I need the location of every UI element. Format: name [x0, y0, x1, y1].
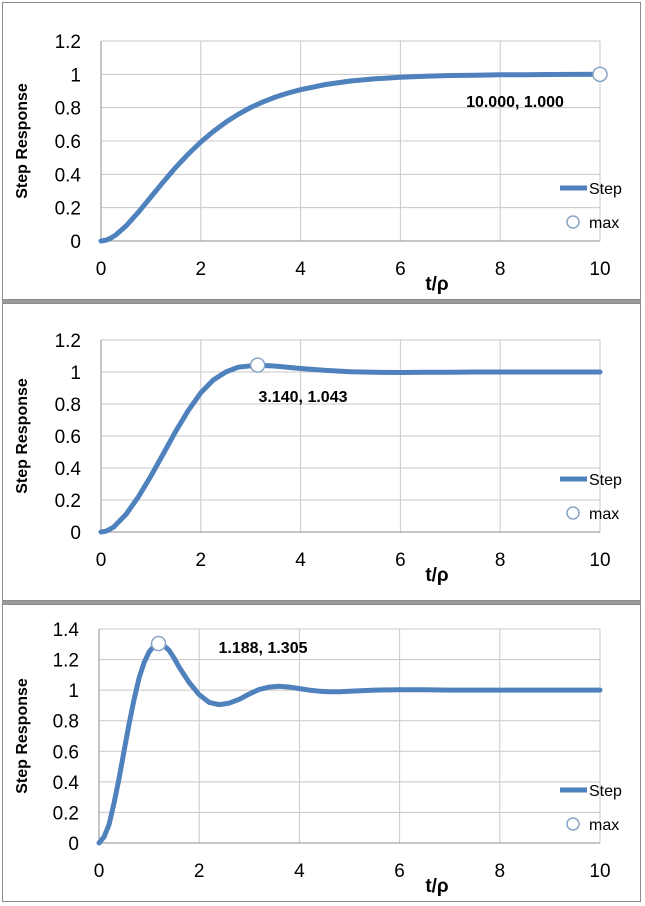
y-tick-label: 0.2 [55, 491, 81, 512]
max-data-label: 3.140, 1.043 [259, 389, 348, 406]
y-tick-label: 0.6 [55, 132, 81, 153]
y-tick-label: 0.4 [53, 773, 80, 794]
y-tick-label: 0.8 [55, 99, 81, 120]
x-tick-label: 4 [294, 861, 305, 882]
y-axis-title: Step Response [14, 678, 31, 794]
x-axis-title: t/ρ [425, 876, 449, 897]
x-tick-label: 10 [589, 550, 610, 571]
x-tick-label: 2 [196, 259, 207, 280]
panel-divider [2, 300, 641, 303]
chart-panel-3: 0 0.2 0.4 0.6 0.8 1 1.2 1.4 0 2 4 6 8 10 Step Response… [2, 604, 641, 902]
y-tick-label: 0 [70, 523, 81, 544]
x-tick-label: 8 [495, 259, 506, 280]
x-tick-label: 0 [94, 861, 105, 882]
step-series-line [98, 362, 603, 535]
max-marker [150, 635, 167, 652]
legend-step-label: Step [589, 783, 622, 800]
x-tick-label: 10 [589, 259, 610, 280]
max-data-label: 10.000, 1.000 [466, 94, 564, 111]
x-axis-title: t/ρ [425, 274, 449, 295]
legend-max-marker [566, 506, 580, 520]
y-tick-label: 0 [70, 232, 81, 253]
y-tick-label: 1 [68, 681, 79, 702]
y-tick-label: 1.2 [55, 331, 81, 352]
max-marker [592, 66, 608, 83]
x-tick-label: 6 [395, 259, 406, 280]
legend-max-marker [566, 215, 580, 229]
x-axis-title: t/ρ [425, 565, 449, 586]
y-tick-label: 0.4 [55, 165, 82, 186]
x-tick-label: 2 [196, 550, 207, 571]
legend-max-label: max [589, 817, 619, 834]
x-tick-label: 10 [589, 861, 610, 882]
legend-max-label: max [589, 506, 619, 523]
y-tick-label: 0.6 [53, 742, 79, 763]
legend-step-label: Step [589, 472, 622, 489]
y-axis-title: Step Response [14, 83, 31, 199]
x-tick-label: 6 [394, 861, 405, 882]
x-tick-label: 6 [395, 550, 406, 571]
x-tick-label: 4 [295, 259, 306, 280]
y-tick-label: 0.2 [53, 803, 79, 824]
y-tick-label: 1.2 [53, 651, 79, 672]
legend-max-label: max [589, 215, 619, 232]
step-series-line [98, 71, 603, 244]
chart-panel-1: 0 0.2 0.4 0.6 0.8 1 1.2 0 2 4 6 8 10 Step Response t/ρ… [2, 2, 641, 300]
legend-max-marker [566, 817, 580, 831]
y-tick-label: 0.6 [55, 427, 81, 448]
y-tick-label: 0.4 [55, 459, 82, 480]
step-series-line [96, 641, 603, 846]
y-tick-label: 0.8 [53, 712, 79, 733]
y-tick-label: 1.2 [55, 32, 81, 53]
x-tick-label: 8 [495, 861, 506, 882]
legend-step-label: Step [589, 181, 622, 198]
x-tick-label: 2 [194, 861, 205, 882]
y-tick-label: 0.2 [55, 199, 81, 220]
y-tick-label: 1.4 [53, 620, 80, 641]
y-tick-label: 0.8 [55, 395, 81, 416]
y-axis-title: Step Response [14, 378, 31, 494]
x-tick-label: 8 [495, 550, 506, 571]
y-tick-label: 1 [70, 363, 81, 384]
panel-divider [2, 601, 641, 604]
x-tick-label: 0 [96, 259, 107, 280]
max-data-label: 1.188, 1.305 [219, 640, 308, 657]
y-tick-label: 0 [68, 834, 79, 855]
max-marker [249, 357, 266, 373]
step-response-chart-3: 0 0.2 0.4 0.6 0.8 1 1.2 1.4 0 2 4 6 8 10 Step Response… [14, 620, 622, 897]
step-response-chart-2: 0 0.2 0.4 0.6 0.8 1 1.2 0 2 4 6 8 10 Step Response t/ρ… [14, 331, 622, 586]
y-tick-label: 1 [70, 65, 81, 86]
step-response-chart-1: 0 0.2 0.4 0.6 0.8 1 1.2 0 2 4 6 8 10 Step Response t/ρ… [14, 32, 622, 295]
x-tick-label: 0 [96, 550, 107, 571]
x-tick-label: 4 [295, 550, 306, 571]
chart-panel-2: 0 0.2 0.4 0.6 0.8 1 1.2 0 2 4 6 8 10 Step Response t/ρ… [2, 303, 641, 601]
